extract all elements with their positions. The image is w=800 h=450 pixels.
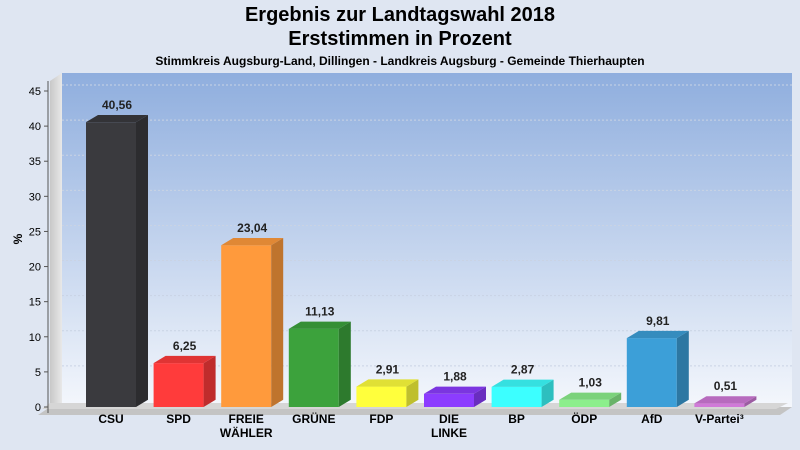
- y-tick-label: 20: [29, 262, 41, 274]
- bar-side: [203, 355, 216, 407]
- bar-value-label: 2,87: [511, 363, 535, 377]
- y-tick-label: 30: [29, 191, 41, 203]
- x-tick-label: V-Partei³: [695, 412, 744, 426]
- bar-top: [424, 386, 486, 394]
- y-tick-label: 15: [29, 297, 41, 309]
- bar-v-partei-: [694, 396, 757, 407]
- bar-bp: [491, 379, 554, 407]
- x-tick-label: DIE: [439, 412, 459, 426]
- bar-afd: [626, 330, 689, 407]
- x-tick-label: BP: [508, 412, 525, 426]
- bar-side: [609, 392, 622, 407]
- bar-front: [559, 399, 610, 407]
- bar-front: [288, 328, 339, 407]
- y-tick-label: 10: [29, 332, 41, 344]
- bar-spd: [153, 355, 216, 407]
- bar-grüne: [288, 321, 351, 407]
- y-tick-label: 25: [29, 226, 41, 238]
- bar-front: [221, 245, 272, 407]
- bar-value-label: 1,03: [579, 376, 603, 390]
- bar-top: [559, 392, 622, 400]
- y-tick-label: 45: [29, 86, 41, 98]
- bar-side: [541, 379, 554, 407]
- bar-ödp: [559, 392, 622, 407]
- bar-value-label: 1,88: [443, 370, 467, 384]
- bar-value-label: 23,04: [237, 221, 267, 235]
- bar-side: [474, 386, 486, 407]
- side-wall: [50, 73, 62, 415]
- bar-fdp: [356, 379, 419, 407]
- chart-title: Ergebnis zur Landtagswahl 2018: [244, 4, 556, 26]
- x-tick-label: FREIE: [229, 412, 264, 426]
- bar-front: [153, 363, 204, 407]
- y-tick-label: 0: [35, 402, 41, 414]
- bar-value-label: 0,51: [714, 379, 738, 393]
- x-tick-label: AfD: [641, 412, 663, 426]
- bar-front: [86, 122, 136, 408]
- x-tick-label: WÄHLER: [220, 425, 273, 440]
- x-tick-label: CSU: [98, 412, 123, 426]
- bar-top: [694, 396, 757, 404]
- x-tick-label: SPD: [166, 412, 191, 426]
- x-tick-label: GRÜNE: [292, 411, 335, 426]
- bar-front: [424, 393, 474, 407]
- bar-front: [626, 338, 677, 407]
- x-tick-label: FDP: [369, 412, 393, 426]
- y-tick-label: 35: [29, 156, 41, 168]
- bar-side: [676, 330, 689, 407]
- bar-side: [271, 238, 284, 407]
- bar-top: [86, 114, 148, 123]
- bar-top: [356, 379, 419, 387]
- chart-subtitle: Erststimmen in Prozent: [288, 28, 512, 50]
- bar-csu: [86, 114, 148, 408]
- bar-top: [153, 355, 216, 364]
- bar-front: [356, 386, 407, 407]
- bar-front: [491, 386, 542, 407]
- bar-side: [406, 379, 419, 407]
- bar-top: [221, 238, 284, 246]
- y-tick-label: 5: [35, 367, 41, 379]
- bar-freie-wähler: [221, 238, 284, 407]
- bar-value-label: 6,25: [173, 339, 197, 353]
- bar-value-label: 9,81: [646, 314, 670, 328]
- bar-value-label: 2,91: [376, 362, 400, 376]
- bar-die-linke: [424, 386, 486, 407]
- bar-front: [694, 403, 745, 407]
- bar-top: [626, 330, 689, 339]
- y-tick-label: 40: [29, 121, 41, 133]
- bar-side: [136, 114, 148, 407]
- bar-side: [744, 396, 757, 407]
- bar-value-label: 11,13: [305, 305, 335, 319]
- chart-region-subtitle: Stimmkreis Augsburg-Land, Dillingen - La…: [155, 54, 645, 68]
- bar-value-label: 40,56: [102, 98, 132, 112]
- x-tick-label: LINKE: [431, 426, 467, 440]
- bar-top: [288, 321, 351, 329]
- x-tick-label: ÖDP: [571, 411, 597, 426]
- bar-top: [491, 379, 554, 387]
- bar-side: [338, 321, 351, 407]
